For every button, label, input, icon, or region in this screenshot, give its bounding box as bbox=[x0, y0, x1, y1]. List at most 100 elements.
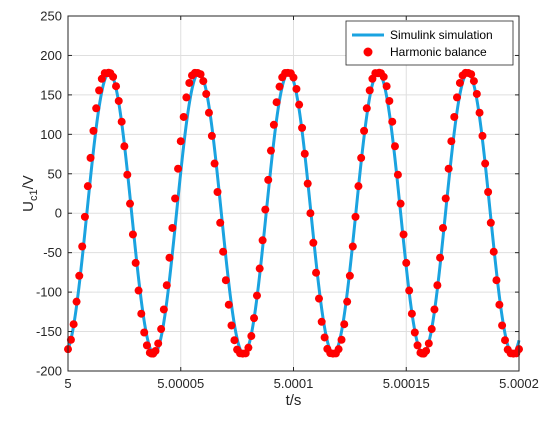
harmonic-balance-point bbox=[396, 199, 405, 208]
x-tick-label: 5.0002 bbox=[499, 376, 539, 391]
harmonic-balance-point bbox=[221, 276, 230, 285]
y-tick-label: 100 bbox=[40, 127, 62, 142]
harmonic-balance-point bbox=[345, 271, 354, 280]
y-tick-label: 200 bbox=[40, 48, 62, 63]
harmonic-balance-point bbox=[439, 223, 448, 232]
harmonic-balance-point bbox=[390, 142, 399, 151]
harmonic-balance-point bbox=[430, 305, 439, 314]
harmonic-balance-point bbox=[348, 242, 357, 251]
harmonic-balance-point bbox=[266, 146, 275, 155]
harmonic-balance-point bbox=[224, 300, 233, 309]
y-tick-label: 250 bbox=[40, 9, 62, 24]
harmonic-balance-point bbox=[162, 281, 171, 290]
y-tick-label: 0 bbox=[55, 206, 62, 221]
harmonic-balance-point bbox=[120, 142, 129, 151]
harmonic-balance-point bbox=[314, 294, 323, 303]
y-axis-title-unit: /V bbox=[20, 175, 37, 189]
harmonic-balance-point bbox=[360, 126, 369, 135]
series-harmonic-balance bbox=[64, 68, 523, 358]
harmonic-balance-point bbox=[247, 332, 256, 341]
harmonic-balance-point bbox=[210, 159, 219, 168]
harmonic-balance-point bbox=[272, 98, 281, 107]
harmonic-balance-point bbox=[202, 89, 211, 98]
harmonic-balance-point bbox=[343, 297, 352, 306]
x-tick-label: 5 bbox=[64, 376, 71, 391]
harmonic-balance-point bbox=[410, 328, 419, 337]
harmonic-balance-point bbox=[340, 320, 349, 329]
legend-swatch-harmonic-balance bbox=[363, 47, 373, 57]
harmonic-balance-point bbox=[486, 218, 495, 227]
harmonic-balance-point bbox=[422, 346, 431, 355]
harmonic-balance-point bbox=[399, 230, 408, 239]
harmonic-balance-point bbox=[424, 339, 433, 348]
y-axis-title-main: U bbox=[20, 201, 37, 212]
harmonic-balance-point bbox=[489, 247, 498, 256]
harmonic-balance-point bbox=[337, 335, 346, 344]
harmonic-balance-point bbox=[207, 131, 216, 140]
harmonic-balance-point bbox=[498, 321, 507, 330]
harmonic-balance-point bbox=[89, 126, 98, 135]
harmonic-balance-point bbox=[151, 346, 160, 355]
harmonic-balance-point bbox=[182, 93, 191, 102]
harmonic-balance-point bbox=[140, 328, 149, 337]
harmonic-balance-point bbox=[174, 164, 183, 173]
harmonic-balance-point bbox=[402, 258, 411, 267]
harmonic-balance-point bbox=[165, 253, 174, 262]
harmonic-balance-point bbox=[157, 325, 166, 334]
harmonic-balance-point bbox=[69, 320, 78, 329]
harmonic-balance-point bbox=[261, 205, 270, 214]
harmonic-balance-point bbox=[334, 345, 343, 354]
harmonic-balance-point bbox=[168, 223, 177, 232]
harmonic-balance-point bbox=[379, 72, 388, 81]
harmonic-balance-point bbox=[495, 300, 504, 309]
x-tick-label: 5.00015 bbox=[383, 376, 430, 391]
harmonic-balance-point bbox=[269, 120, 278, 129]
y-tick-label: -150 bbox=[36, 324, 62, 339]
y-tick-label: -50 bbox=[43, 245, 62, 260]
harmonic-balance-point bbox=[478, 131, 487, 140]
harmonic-balance-point bbox=[298, 123, 307, 132]
x-tick-labels: 5 5.00005 5.0001 5.00015 5.0002 bbox=[64, 376, 539, 391]
harmonic-balance-point bbox=[154, 339, 163, 348]
harmonic-balance-point bbox=[433, 281, 442, 290]
y-tick-label: 50 bbox=[48, 166, 62, 181]
harmonic-balance-point bbox=[275, 82, 284, 91]
y-tick-labels: -200 -150 -100 -50 0 50 100 150 200 250 bbox=[36, 9, 62, 379]
harmonic-balance-point bbox=[317, 317, 326, 326]
harmonic-balance-point bbox=[407, 309, 416, 318]
harmonic-balance-point bbox=[484, 188, 493, 196]
harmonic-balance-point bbox=[467, 70, 476, 79]
harmonic-balance-point bbox=[303, 179, 312, 188]
harmonic-balance-point bbox=[258, 236, 267, 245]
x-tick-label: 5.00005 bbox=[157, 376, 204, 391]
harmonic-balance-point bbox=[382, 82, 391, 91]
harmonic-balance-point bbox=[295, 100, 304, 109]
harmonic-balance-point bbox=[131, 258, 140, 267]
harmonic-balance-point bbox=[357, 153, 366, 162]
grid bbox=[67, 15, 520, 372]
harmonic-balance-point bbox=[306, 209, 315, 218]
harmonic-balance-point bbox=[134, 286, 143, 295]
harmonic-balance-point bbox=[142, 341, 151, 350]
harmonic-balance-point bbox=[413, 341, 422, 350]
ticks bbox=[67, 15, 520, 372]
harmonic-balance-point bbox=[78, 242, 87, 251]
harmonic-balance-point bbox=[501, 336, 510, 345]
harmonic-balance-point bbox=[492, 276, 501, 285]
harmonic-balance-point bbox=[95, 86, 104, 95]
harmonic-balance-point bbox=[179, 112, 188, 121]
harmonic-balance-point bbox=[292, 84, 301, 93]
harmonic-balance-point bbox=[72, 297, 81, 306]
harmonic-balance-point bbox=[213, 188, 222, 196]
harmonic-balance-point bbox=[126, 199, 135, 208]
harmonic-balance-point bbox=[388, 117, 397, 126]
legend-box bbox=[345, 20, 514, 66]
y-axis-title: Uc1/V bbox=[20, 175, 40, 212]
harmonic-balance-point bbox=[128, 230, 137, 239]
harmonic-balance-point bbox=[452, 93, 461, 102]
harmonic-balance-point bbox=[255, 264, 264, 273]
harmonic-balance-point bbox=[365, 86, 374, 95]
harmonic-balance-point bbox=[216, 218, 225, 227]
harmonic-balance-point bbox=[385, 96, 394, 105]
